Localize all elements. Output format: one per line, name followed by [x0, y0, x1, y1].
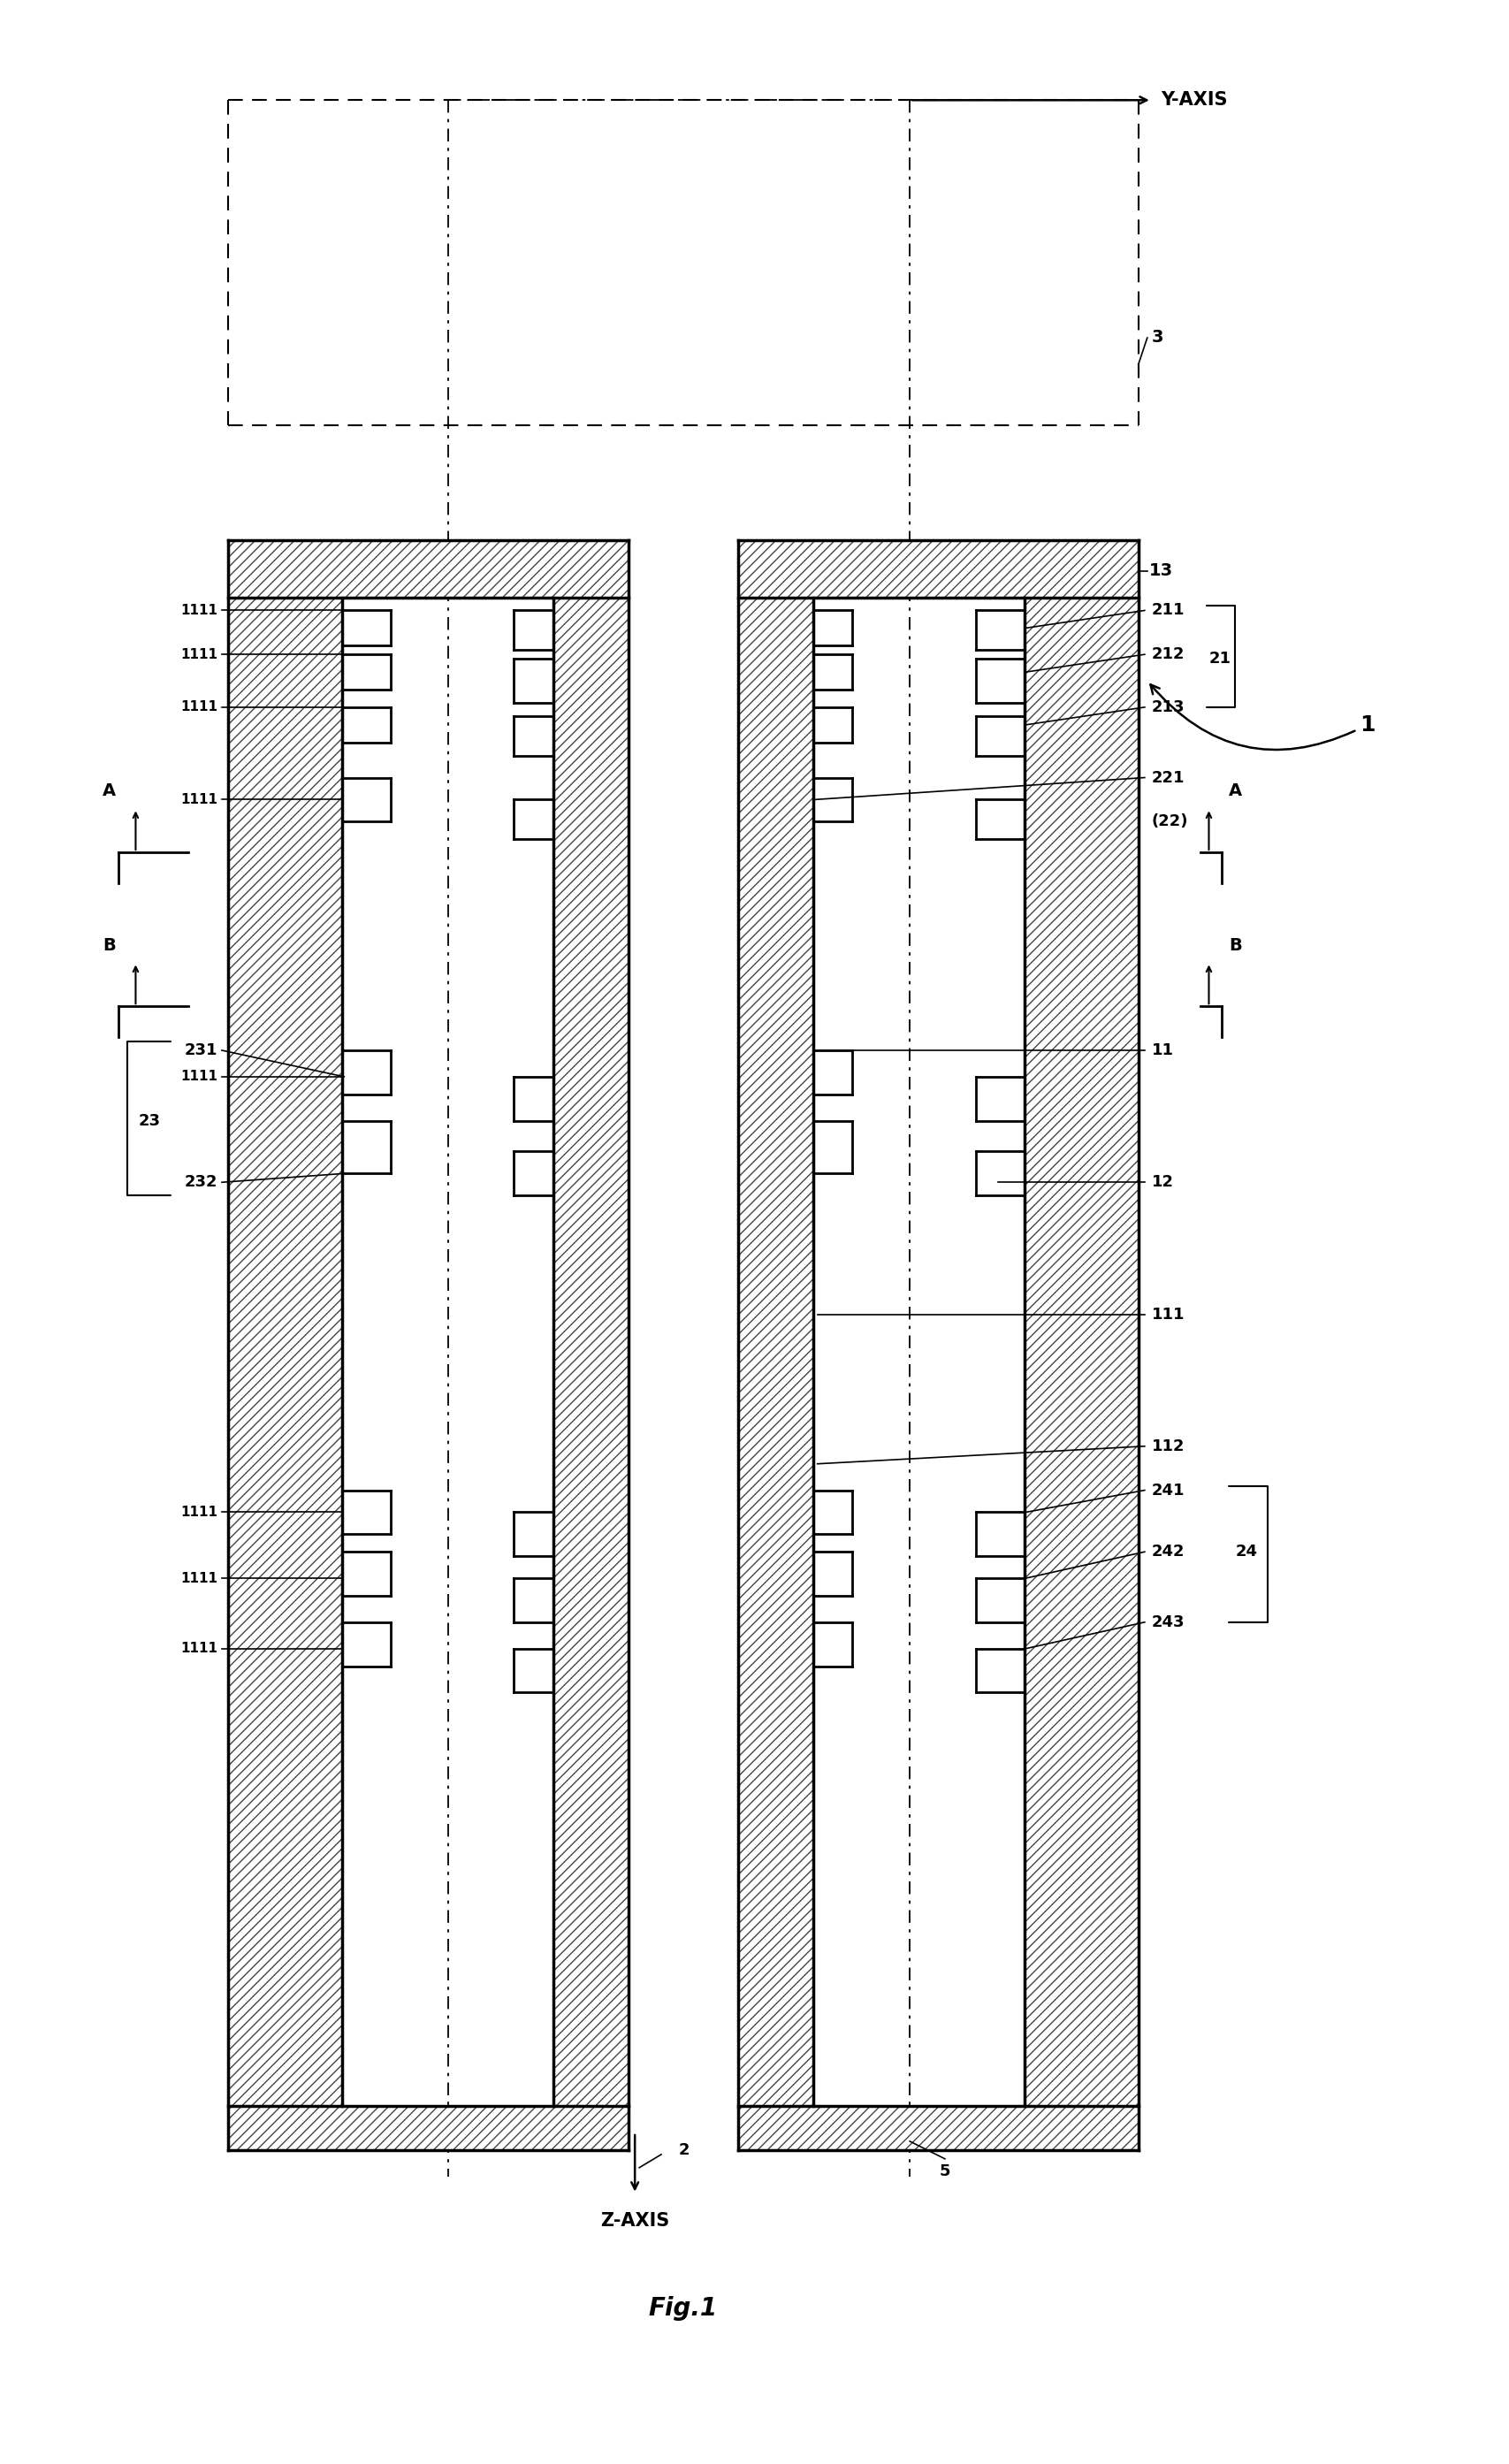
Text: 1111: 1111: [180, 1641, 217, 1656]
Text: 24: 24: [1234, 1545, 1257, 1560]
Text: 1111: 1111: [180, 1069, 217, 1084]
Bar: [513, 801, 554, 840]
Bar: [343, 779, 391, 821]
Bar: [975, 1513, 1023, 1557]
Text: 1111: 1111: [180, 1572, 217, 1584]
Bar: [513, 1151, 554, 1195]
Text: 1111: 1111: [180, 793, 217, 806]
Bar: [513, 717, 554, 756]
Text: 3: 3: [1151, 330, 1163, 345]
Text: 232: 232: [184, 1175, 217, 1190]
Bar: [343, 1491, 391, 1535]
Text: 211: 211: [1151, 604, 1185, 618]
Text: 21: 21: [1209, 650, 1230, 668]
Bar: [343, 655, 391, 690]
Bar: [812, 1491, 853, 1535]
Text: B: B: [1228, 936, 1240, 954]
Bar: [513, 658, 554, 702]
Text: Z-AXIS: Z-AXIS: [601, 2213, 668, 2230]
Bar: [975, 1151, 1023, 1195]
Text: 12: 12: [1151, 1175, 1172, 1190]
Text: 213: 213: [1151, 700, 1185, 715]
Text: 242: 242: [1151, 1545, 1185, 1560]
Bar: [812, 1552, 853, 1597]
Text: Fig.1: Fig.1: [649, 2296, 717, 2321]
Text: 221: 221: [1151, 769, 1185, 786]
Bar: [513, 1648, 554, 1693]
Bar: [228, 2107, 628, 2151]
Bar: [343, 707, 391, 742]
Text: 231: 231: [184, 1042, 217, 1057]
Text: 212: 212: [1151, 646, 1185, 663]
Text: 243: 243: [1151, 1614, 1185, 1631]
Bar: [343, 1050, 391, 1094]
Bar: [513, 611, 554, 650]
Text: 112: 112: [1151, 1439, 1185, 1454]
Bar: [343, 1621, 391, 1666]
Bar: [228, 540, 628, 2151]
Text: 13: 13: [1148, 562, 1172, 579]
Text: 5: 5: [939, 2163, 951, 2178]
Text: 111: 111: [1151, 1306, 1185, 1323]
Bar: [812, 596, 1023, 2107]
Bar: [975, 1648, 1023, 1693]
Text: (22): (22): [1151, 813, 1188, 830]
Bar: [738, 540, 1138, 2151]
Text: 2: 2: [679, 2141, 690, 2158]
Bar: [738, 2107, 1138, 2151]
Text: 23: 23: [139, 1114, 160, 1129]
Bar: [513, 1077, 554, 1121]
Bar: [812, 1050, 853, 1094]
Bar: [812, 1621, 853, 1666]
Bar: [975, 658, 1023, 702]
Text: A: A: [1228, 784, 1242, 801]
Bar: [812, 707, 853, 742]
Text: Y-AXIS: Y-AXIS: [1160, 91, 1227, 108]
Bar: [812, 655, 853, 690]
Text: 1111: 1111: [180, 604, 217, 616]
Text: 241: 241: [1151, 1483, 1185, 1498]
Bar: [343, 611, 391, 646]
Bar: [343, 1552, 391, 1597]
Text: B: B: [103, 936, 116, 954]
Bar: [975, 1077, 1023, 1121]
Bar: [513, 1579, 554, 1621]
Text: A: A: [103, 784, 116, 801]
Text: 1111: 1111: [180, 700, 217, 715]
Bar: [738, 540, 1138, 596]
Bar: [975, 717, 1023, 756]
Bar: [975, 1579, 1023, 1621]
Bar: [812, 779, 853, 821]
Bar: [975, 801, 1023, 840]
Bar: [812, 611, 853, 646]
Bar: [812, 1121, 853, 1173]
Text: 1: 1: [1150, 685, 1375, 749]
Text: 11: 11: [1151, 1042, 1172, 1057]
Text: 1111: 1111: [180, 648, 217, 660]
Bar: [228, 540, 628, 596]
Bar: [343, 1121, 391, 1173]
Bar: [513, 1513, 554, 1557]
Text: 1111: 1111: [180, 1506, 217, 1518]
Bar: [343, 596, 554, 2107]
Bar: [975, 611, 1023, 650]
